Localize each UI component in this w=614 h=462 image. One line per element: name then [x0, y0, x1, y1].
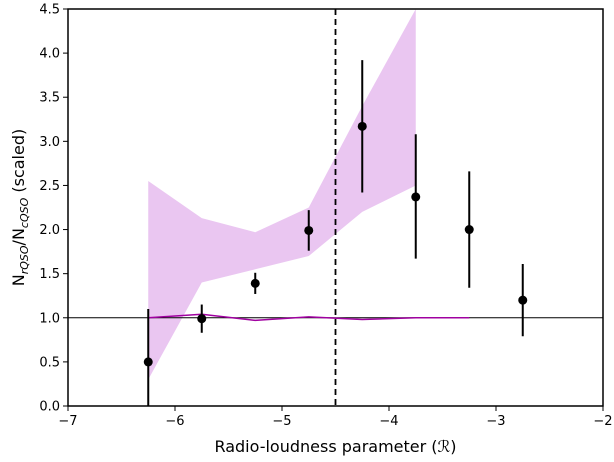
- data-point: [518, 295, 528, 305]
- data-point: [250, 278, 260, 288]
- x-axis-label: Radio-loudness parameter (ℛ): [214, 437, 456, 456]
- data-point: [197, 314, 207, 324]
- y-tick-label: 1.5: [39, 267, 60, 282]
- data-point: [304, 225, 314, 235]
- x-tick-label: −4: [379, 414, 398, 429]
- y-axis-label-n1: N: [9, 274, 28, 286]
- y-tick-label: 4.0: [39, 47, 60, 62]
- plot-frame: [67, 8, 604, 407]
- y-axis-label-tail: (scaled): [9, 129, 28, 198]
- y-tick-label: 0.0: [39, 400, 60, 415]
- y-tick-label: 0.5: [39, 355, 60, 370]
- y-tick-label: 1.0: [39, 311, 60, 326]
- data-layer: [68, 9, 603, 406]
- tick-layer: −7 −6 −5 −4 −3 −2 0.0 0.5 1.0 1.5 2.0 2.5 3.0 3.5 4.0 4…: [39, 3, 612, 430]
- y-tick-label: 2.0: [39, 223, 60, 238]
- x-tick-label: −5: [272, 414, 291, 429]
- y-axis-label: NrQSO/NcQSO (scaled): [9, 129, 31, 286]
- data-point: [411, 192, 421, 202]
- x-tick-label: −7: [58, 414, 77, 429]
- data-point: [357, 121, 367, 131]
- y-axis-label-sub1: rQSO: [18, 245, 31, 274]
- y-tick-label: 2.5: [39, 179, 60, 194]
- x-tick-label: −3: [486, 414, 505, 429]
- confidence-band: [148, 9, 416, 380]
- x-tick-label: −6: [165, 414, 184, 429]
- x-tick-label: −2: [593, 414, 612, 429]
- y-tick-label: 3.0: [39, 135, 60, 150]
- y-axis-label-slash: /N: [9, 228, 28, 245]
- data-point: [143, 357, 153, 367]
- y-axis-label-sub2: cQSO: [18, 197, 31, 228]
- y-tick-label: 4.5: [39, 3, 60, 18]
- data-point: [464, 225, 474, 235]
- y-tick-label: 3.5: [39, 91, 60, 106]
